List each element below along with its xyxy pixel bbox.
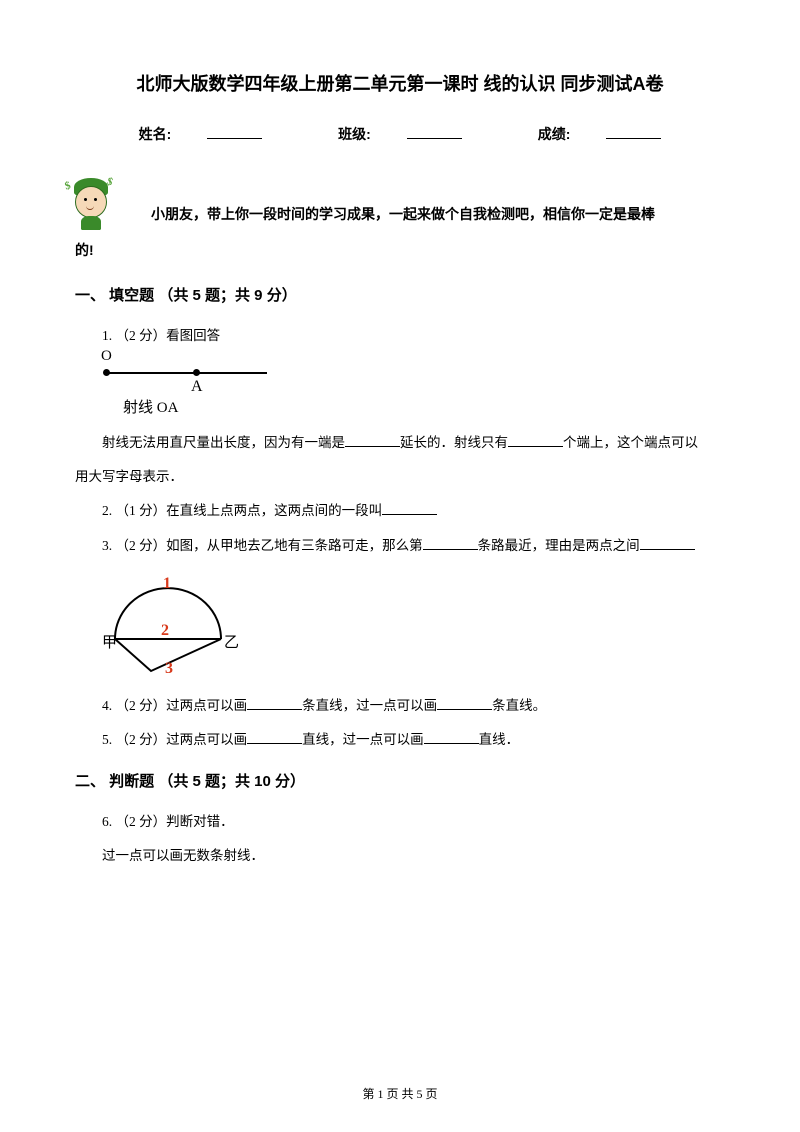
- q1-blank-2[interactable]: [508, 435, 563, 447]
- q3: 3. （2 分）如图，从甲地去乙地有三条路可走，那么第条路最近，理由是两点之间: [75, 531, 725, 561]
- q4: 4. （2 分）过两点可以画条直线，过一点可以画条直线。: [75, 691, 725, 721]
- q3-blank-1[interactable]: [423, 538, 478, 550]
- q1-head: 1. （2 分）看图回答: [75, 321, 725, 351]
- page-footer: 第 1 页 共 5 页: [0, 1085, 800, 1102]
- section-2-heading: 二、 判断题 （共 5 题；共 10 分）: [75, 770, 725, 791]
- q6-text: 过一点可以画无数条射线．: [75, 841, 725, 871]
- cartoon-icon: $ $: [65, 170, 121, 230]
- intro-text-2: 的!: [75, 234, 725, 266]
- path-label-3: 3: [165, 660, 173, 677]
- q4-blank-2[interactable]: [437, 698, 492, 710]
- section-1-heading: 一、 填空题 （共 5 题；共 9 分）: [75, 284, 725, 305]
- q4-blank-1[interactable]: [247, 698, 302, 710]
- info-line: 姓名: 班级: 成绩:: [75, 124, 725, 144]
- ray-caption: 射线 OA: [123, 396, 178, 417]
- ray-label-a: A: [191, 378, 203, 396]
- name-label: 姓名:: [139, 126, 172, 142]
- name-blank[interactable]: [207, 125, 262, 139]
- q1-blank-1[interactable]: [345, 435, 400, 447]
- q1-figure: O A 射线 OA: [103, 362, 273, 418]
- q6-head: 6. （2 分）判断对错．: [75, 807, 725, 837]
- q3-blank-2[interactable]: [640, 538, 695, 550]
- q5-blank-2[interactable]: [424, 732, 479, 744]
- path-label-2: 2: [161, 622, 169, 639]
- page-title: 北师大版数学四年级上册第二单元第一课时 线的认识 同步测试A卷: [75, 70, 725, 96]
- q5-blank-1[interactable]: [247, 732, 302, 744]
- q5: 5. （2 分）过两点可以画直线，过一点可以画直线．: [75, 725, 725, 755]
- class-blank[interactable]: [407, 125, 462, 139]
- q2-blank[interactable]: [382, 503, 437, 515]
- q2: 2. （1 分）在直线上点两点，这两点间的一段叫: [75, 496, 725, 526]
- q3-figure: 1 2 3 甲 乙: [103, 571, 248, 681]
- intro-text-1: 小朋友，带上你一段时间的学习成果，一起来做个自我检测吧，相信你一定是最棒: [151, 198, 725, 230]
- ray-label-o: O: [101, 348, 112, 365]
- path-label-1: 1: [163, 575, 171, 592]
- path-label-jia: 甲: [103, 635, 117, 651]
- q1-text: 射线无法用直尺量出长度，因为有一端是延长的．射线只有个端上，这个端点可以: [75, 428, 725, 458]
- q1-text-2: 用大写字母表示．: [75, 462, 725, 492]
- path-label-yi: 乙: [224, 635, 239, 651]
- score-label: 成绩:: [538, 126, 571, 142]
- score-blank[interactable]: [606, 125, 661, 139]
- class-label: 班级:: [338, 126, 371, 142]
